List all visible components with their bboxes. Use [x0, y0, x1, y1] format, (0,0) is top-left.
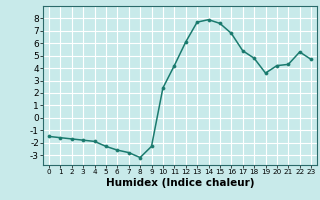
X-axis label: Humidex (Indice chaleur): Humidex (Indice chaleur)	[106, 178, 254, 188]
